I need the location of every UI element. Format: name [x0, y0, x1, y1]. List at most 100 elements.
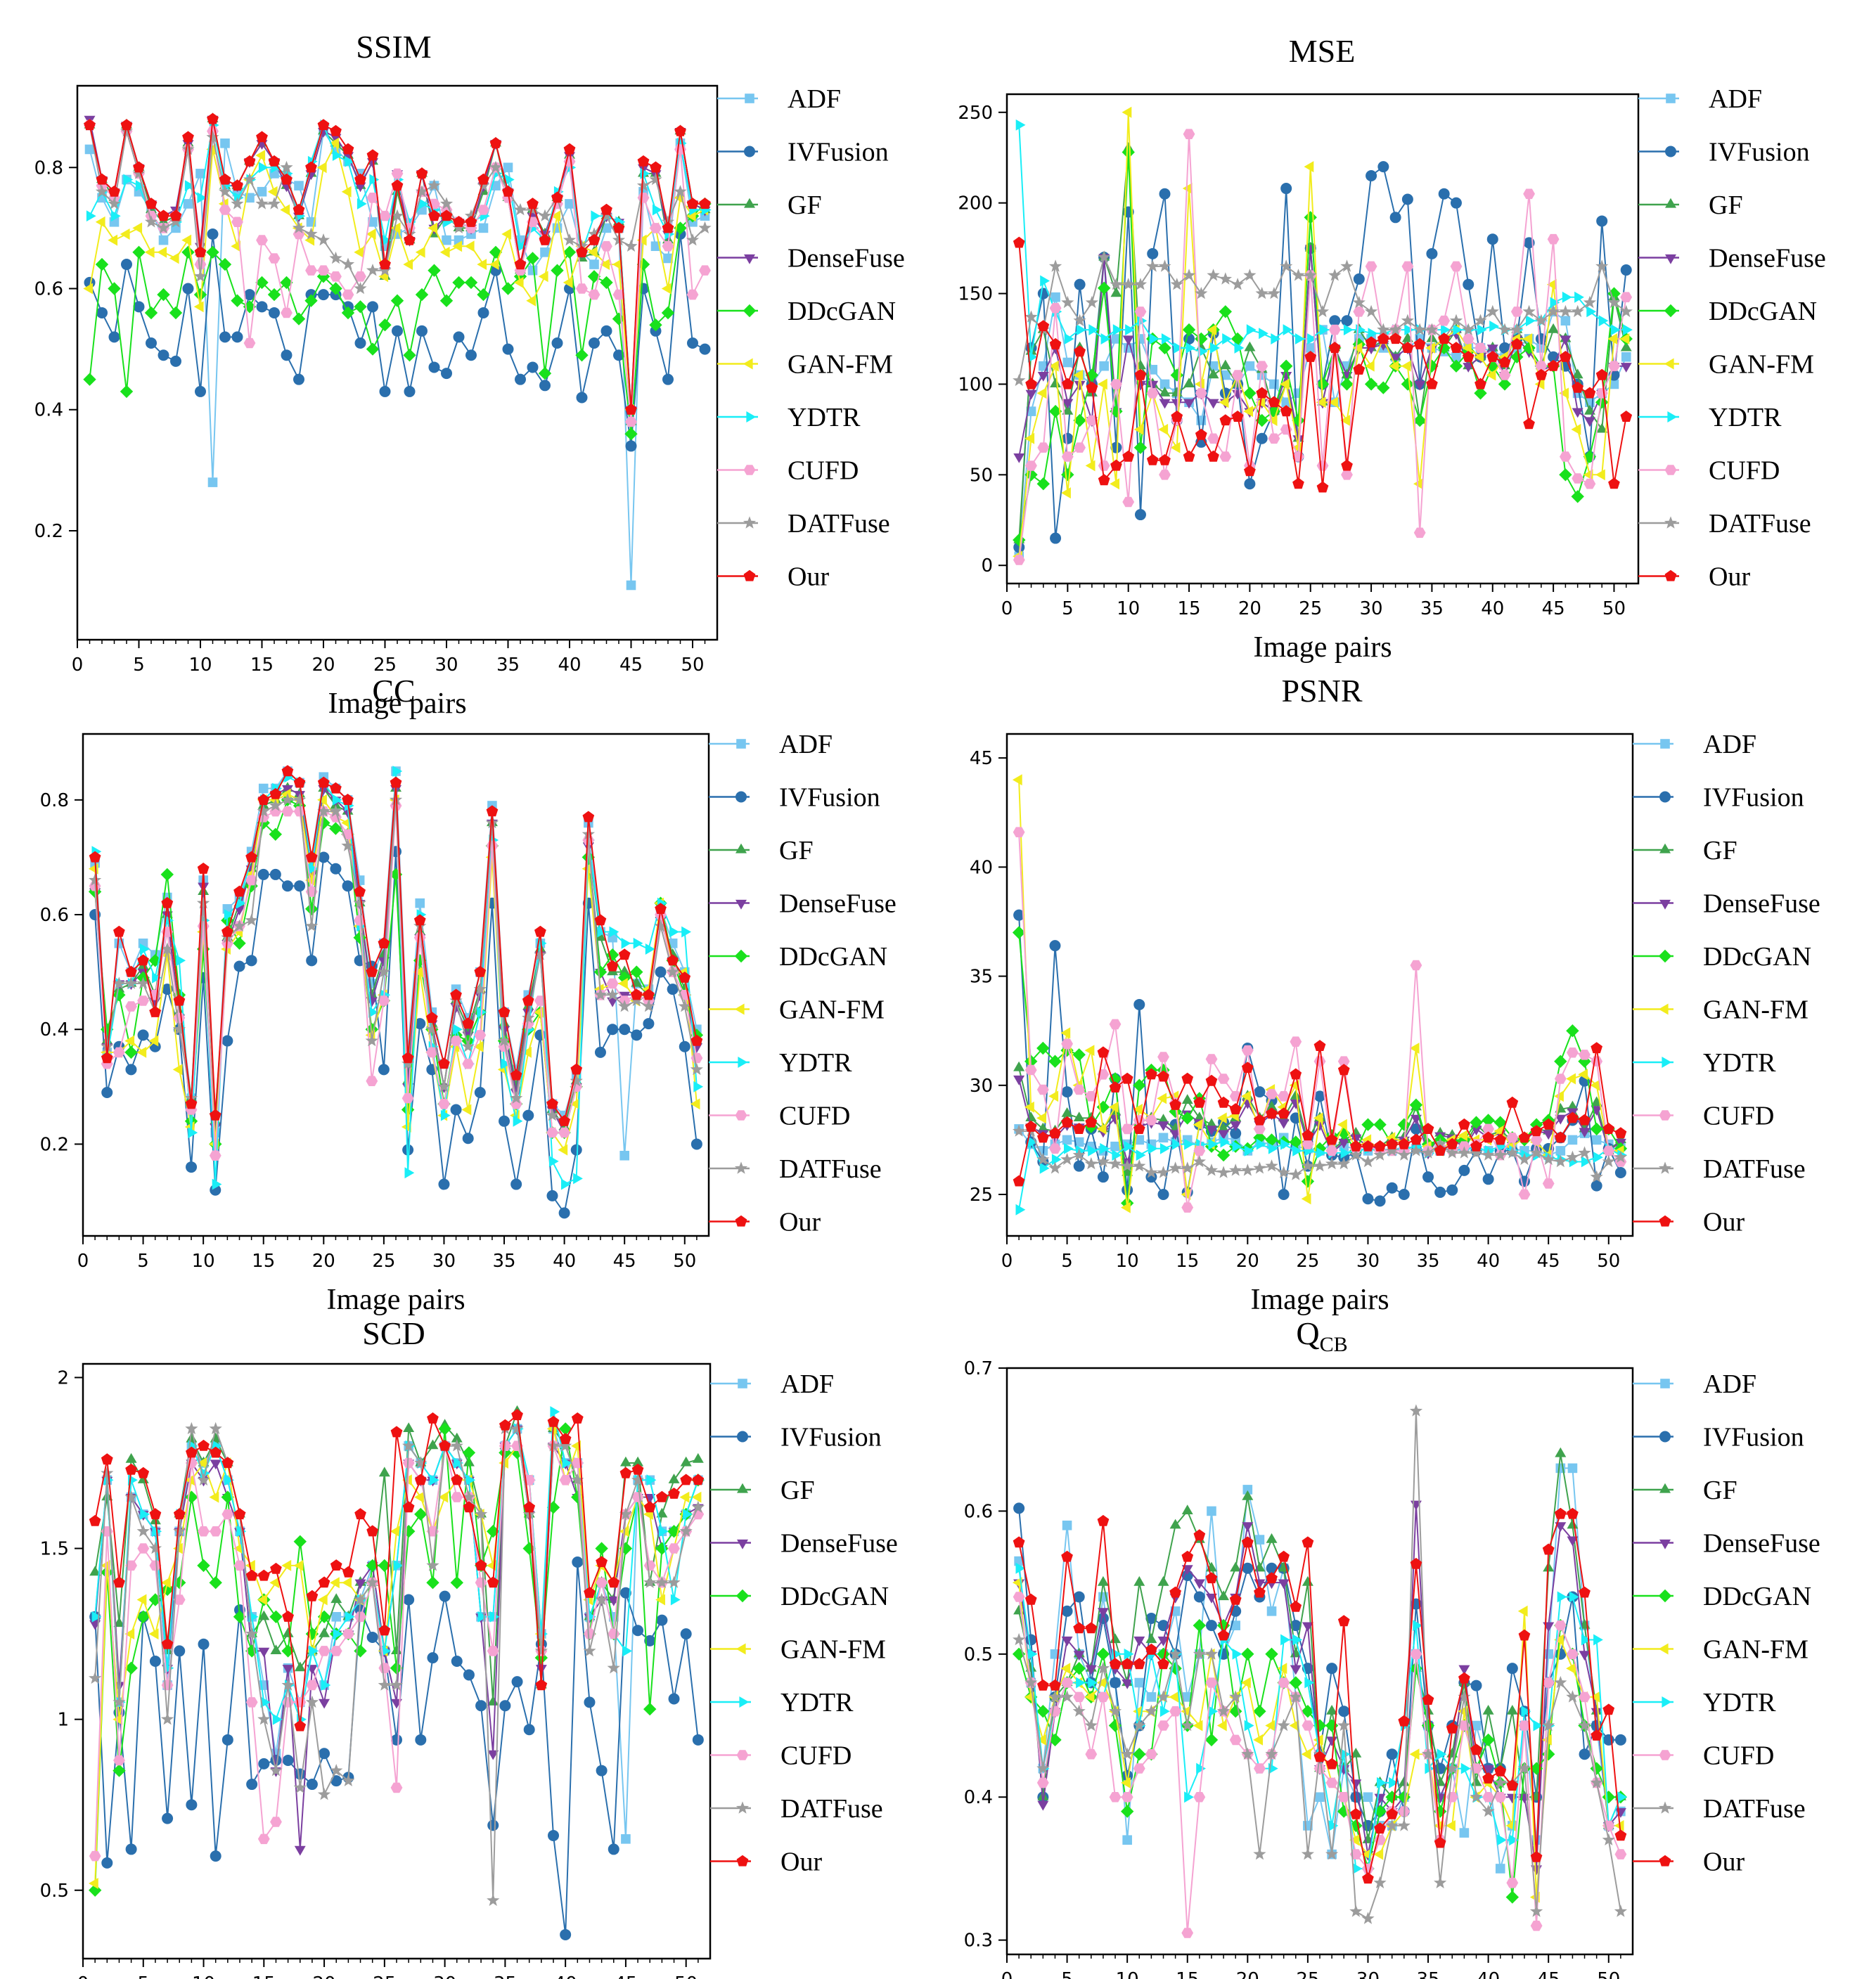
ssim-x-tick-label: 35: [496, 655, 520, 676]
psnr-ddcgan-point: [1409, 1098, 1423, 1111]
cc-ddcgan-point: [593, 965, 608, 979]
qcb-legend-label-ddcgan: DDcGAN: [1703, 1582, 1811, 1611]
psnr-cufd-point: [1302, 1139, 1314, 1149]
mse-adf-point: [1305, 343, 1316, 353]
cc-datfuse-point: [136, 976, 150, 989]
scd-y-tick-label: 2: [57, 1367, 69, 1388]
ssim-x-tick-label: 0: [72, 655, 84, 676]
mse-densefuse-point: [1037, 372, 1049, 382]
ssim-gan-fm-point: [267, 186, 278, 198]
qcb-gf-point: [1506, 1705, 1518, 1715]
cc-datfuse-point: [522, 1011, 535, 1024]
cc-our-point: [221, 925, 233, 937]
cc-ydtr-point: [176, 955, 186, 967]
cc-ydtr-point: [152, 972, 162, 984]
psnr-ivfusion-point: [1122, 1184, 1133, 1196]
psnr-our-point: [1422, 1123, 1434, 1134]
cc-datfuse-point: [197, 896, 210, 909]
mse-gf-point: [1062, 404, 1074, 415]
ssim-gan-fm-point: [157, 246, 167, 258]
qcb-our-point: [1121, 1658, 1133, 1670]
ssim-adf-point: [257, 186, 267, 197]
scd-gf-point: [89, 1566, 101, 1576]
ssim-our-point: [145, 198, 158, 209]
qcb-gf-point: [1242, 1490, 1254, 1500]
qcb-datfuse-point: [1253, 1848, 1266, 1860]
mse-datfuse-point: [1195, 287, 1208, 299]
ssim-our-point: [268, 155, 281, 167]
cc-datfuse-point: [654, 919, 667, 932]
mse-our-point: [1025, 378, 1037, 389]
mse-gan-fm-point: [1085, 460, 1096, 472]
scd-ivfusion-point: [101, 1857, 113, 1869]
qcb-datfuse-point: [1289, 1690, 1302, 1703]
ssim-ddcgan-point: [341, 306, 355, 320]
mse-gan-fm-point: [1619, 333, 1630, 344]
cc-y-tick-label: 0.8: [40, 790, 69, 811]
psnr-y-tick-label: 45: [970, 748, 993, 769]
scd-ivfusion-point: [210, 1850, 221, 1862]
psnr-datfuse-point: [1301, 1159, 1314, 1172]
mse-legend-marker-densefuse: [1665, 254, 1676, 264]
mse-ydtr-point: [1550, 297, 1560, 309]
cc-legend-marker-gf: [735, 843, 747, 853]
ssim-ivfusion-point: [404, 385, 416, 397]
mse-densefuse-point: [1620, 363, 1632, 373]
ssim-ivfusion-point: [379, 385, 391, 397]
qcb-our-point: [1145, 1643, 1157, 1655]
mse-x-tick-label: 40: [1481, 598, 1504, 619]
qcb-ydtr-point: [1076, 1677, 1086, 1689]
scd-our-point: [571, 1412, 584, 1424]
ssim-ivfusion-point: [158, 349, 169, 361]
qcb-gan-fm-point: [1096, 1677, 1107, 1689]
qcb-cufd-point: [1530, 1921, 1543, 1931]
psnr-our-point: [1337, 1064, 1350, 1076]
qcb-datfuse-point: [1265, 1747, 1278, 1760]
cc-cufd-point: [450, 1036, 462, 1046]
mse-datfuse-point: [1389, 323, 1402, 335]
scd-cufd-point: [198, 1526, 210, 1537]
cc-legend-marker-ydtr: [738, 1057, 748, 1068]
psnr-ddcgan-point: [1482, 1114, 1495, 1127]
mse-densefuse-point: [1560, 335, 1572, 346]
cc-datfuse-point: [269, 799, 282, 811]
qcb-ddcgan-point: [1204, 1733, 1219, 1747]
qcb-ydtr-point: [1521, 1706, 1531, 1717]
mse-legend-marker-ddcgan: [1664, 304, 1678, 318]
ssim-cufd-point: [194, 259, 207, 270]
ssim-gan-fm-point: [439, 246, 450, 258]
qcb-our-point: [1217, 1629, 1230, 1641]
cc-ddcgan-point: [618, 971, 631, 984]
cc-our-point: [269, 787, 282, 799]
cc-our-point: [305, 851, 318, 863]
scd-our-point: [584, 1587, 596, 1598]
qcb-gan-fm-point: [1373, 1848, 1384, 1860]
qcb-gf-point: [1326, 1705, 1338, 1715]
scd-x-tick-label: 50: [674, 1973, 698, 1979]
qcb-cufd-point: [1518, 1720, 1531, 1731]
cc-ddcgan-point: [305, 902, 319, 916]
scd-our-point: [439, 1439, 451, 1451]
scd-our-point: [680, 1474, 693, 1485]
psnr-our-point: [1169, 1098, 1181, 1110]
mse-legend-marker-datfuse: [1664, 516, 1678, 529]
cc-cufd-point: [606, 978, 619, 989]
qcb-our-point: [1337, 1615, 1350, 1627]
mse-ddcgan-point: [1122, 146, 1135, 159]
cc-ivfusion-point: [607, 1024, 619, 1036]
mse-gan-fm-point: [1559, 387, 1569, 399]
psnr-densefuse-point: [1218, 1130, 1229, 1140]
ssim-ivfusion-point: [121, 259, 132, 271]
ssim-gan-fm-point: [587, 246, 598, 258]
mse-gf-point: [1548, 323, 1560, 333]
ssim-datfuse-point: [132, 167, 146, 179]
ssim-x-tick-label: 50: [681, 655, 704, 676]
scd-ivfusion-point: [439, 1590, 451, 1602]
mse-our-point: [1560, 351, 1572, 362]
mse-our-point: [1231, 411, 1244, 422]
mse-ivfusion-point: [1013, 541, 1025, 553]
qcb-our-point: [1097, 1514, 1110, 1526]
mse-our-point: [1401, 342, 1414, 353]
psnr-gf-point: [1157, 1114, 1169, 1124]
qcb-our-point: [1446, 1722, 1458, 1734]
